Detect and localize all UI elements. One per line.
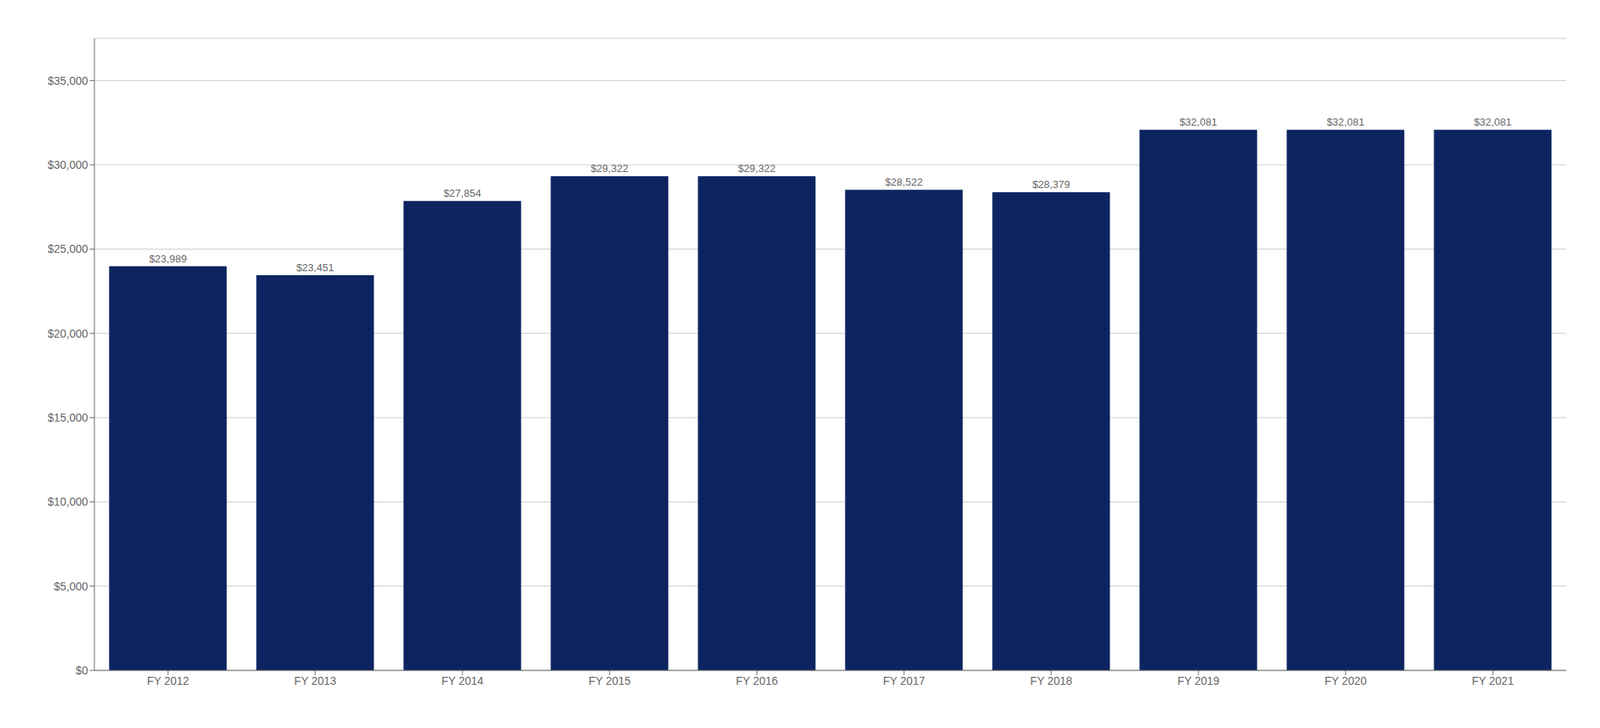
svg-text:FY 2014: FY 2014 <box>441 674 484 688</box>
svg-text:$23,989: $23,989 <box>148 252 187 265</box>
svg-text:$25,000: $25,000 <box>47 242 88 256</box>
svg-text:FY 2021: FY 2021 <box>1472 674 1515 688</box>
svg-text:FY 2020: FY 2020 <box>1324 674 1368 688</box>
svg-text:$23,451: $23,451 <box>296 261 334 274</box>
svg-text:$0: $0 <box>75 664 88 677</box>
svg-text:$29,322: $29,322 <box>590 162 628 175</box>
svg-text:$15,000: $15,000 <box>47 411 88 424</box>
svg-text:FY 2015: FY 2015 <box>588 674 632 688</box>
svg-text:$20,000: $20,000 <box>47 327 88 340</box>
svg-text:$32,081: $32,081 <box>1326 116 1364 128</box>
svg-text:$5,000: $5,000 <box>53 580 88 593</box>
svg-text:$30,000: $30,000 <box>47 158 88 172</box>
svg-text:$10,000: $10,000 <box>47 495 88 508</box>
svg-text:$32,081: $32,081 <box>1179 116 1217 128</box>
svg-text:FY 2019: FY 2019 <box>1177 674 1220 688</box>
svg-text:$35,000: $35,000 <box>47 74 88 88</box>
svg-text:$32,081: $32,081 <box>1473 116 1512 128</box>
svg-text:FY 2018: FY 2018 <box>1030 674 1073 688</box>
svg-text:FY 2017: FY 2017 <box>883 674 926 688</box>
svg-text:$28,522: $28,522 <box>884 176 923 188</box>
svg-text:$27,854: $27,854 <box>443 187 481 200</box>
svg-text:$28,379: $28,379 <box>1032 178 1070 191</box>
svg-text:FY 2016: FY 2016 <box>736 674 779 688</box>
svg-text:FY 2013: FY 2013 <box>294 674 337 688</box>
svg-text:$29,322: $29,322 <box>737 162 776 175</box>
svg-text:FY 2012: FY 2012 <box>147 674 190 688</box>
